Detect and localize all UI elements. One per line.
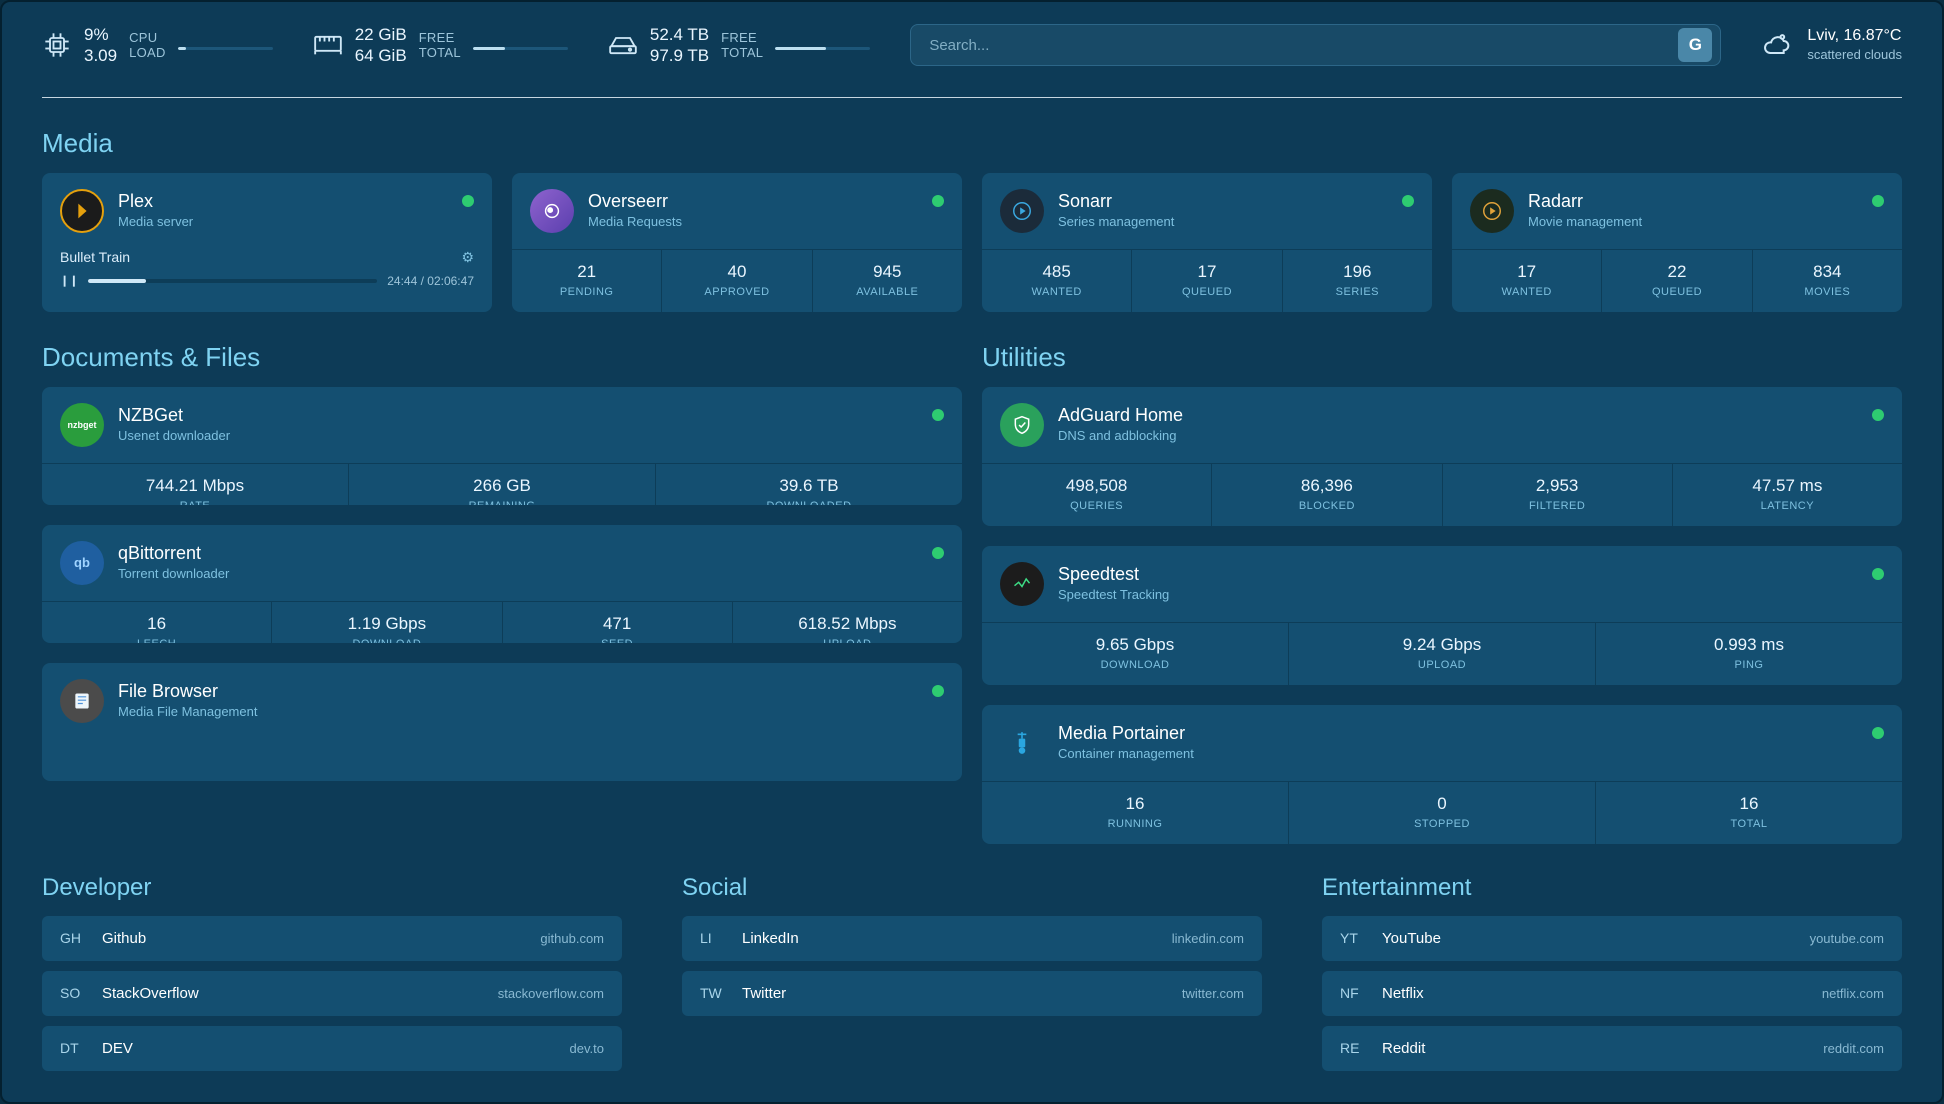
link-youtube[interactable]: YT YouTube youtube.com <box>1322 916 1902 961</box>
overseerr-status-dot <box>932 195 944 207</box>
cpu-percent: 9% <box>84 25 109 44</box>
cpu-icon <box>42 30 72 60</box>
speedtest-status-dot <box>1872 568 1884 580</box>
card-plex[interactable]: Plex Media server Bullet Train ⚙ ❙❙ <box>42 173 492 312</box>
link-reddit[interactable]: RE Reddit reddit.com <box>1322 1026 1902 1071</box>
card-portainer[interactable]: Media Portainer Container management 16 R… <box>982 705 1902 844</box>
link-netflix[interactable]: NF Netflix netflix.com <box>1322 971 1902 1016</box>
overseerr-icon <box>530 189 574 233</box>
card-adguard[interactable]: AdGuard Home DNS and adblocking 498,508 Q… <box>982 387 1902 526</box>
social-column: Social LI LinkedIn linkedin.com TW Twitt… <box>682 874 1262 1081</box>
qbittorrent-status-dot <box>932 547 944 559</box>
nzbget-status-dot <box>932 409 944 421</box>
cpu-load: 3.09 <box>84 46 117 65</box>
plex-progress-bar[interactable] <box>88 279 377 283</box>
plex-now-playing: Bullet Train <box>60 249 130 265</box>
radarr-status-dot <box>1872 195 1884 207</box>
cpu-label: CPU Load <box>129 30 166 60</box>
link-devto[interactable]: DT DEV dev.to <box>42 1026 622 1071</box>
memory-label: Free Total <box>419 30 461 60</box>
card-speedtest[interactable]: Speedtest Speedtest Tracking 9.65 Gbps DO… <box>982 546 1902 685</box>
disk-icon <box>608 30 638 60</box>
adguard-icon <box>1000 403 1044 447</box>
link-stackoverflow[interactable]: SO StackOverflow stackoverflow.com <box>42 971 622 1016</box>
search-bar[interactable]: G <box>910 24 1721 66</box>
documents-utilities-section: Documents & Files nzbget NZBGet Usenet d… <box>42 342 1902 844</box>
memory-bar <box>473 47 568 50</box>
link-linkedin[interactable]: LI LinkedIn linkedin.com <box>682 916 1262 961</box>
disk-bar <box>775 47 870 50</box>
card-nzbget[interactable]: nzbget NZBGet Usenet downloader 744.21 M… <box>42 387 962 505</box>
header-divider <box>42 97 1902 98</box>
plex-pause-icon[interactable]: ❙❙ <box>60 274 78 287</box>
card-radarr[interactable]: Radarr Movie management 17 WANTED 22 QUEUE… <box>1452 173 1902 312</box>
plex-settings-icon[interactable]: ⚙ <box>461 249 474 266</box>
link-twitter[interactable]: TW Twitter twitter.com <box>682 971 1262 1016</box>
memory-stat: 22 GiB 64 GiB Free Total <box>313 24 568 67</box>
entertainment-column: Entertainment YT YouTube youtube.com NF … <box>1322 874 1902 1081</box>
adguard-status-dot <box>1872 409 1884 421</box>
plex-status-dot <box>462 195 474 207</box>
documents-column: Documents & Files nzbget NZBGet Usenet d… <box>42 342 962 844</box>
utilities-column: Utilities AdGuard Home DNS and adblockin… <box>982 342 1902 844</box>
sonarr-icon <box>1000 189 1044 233</box>
plex-icon <box>60 189 104 233</box>
filebrowser-status-dot <box>932 685 944 697</box>
search-input[interactable] <box>929 37 1678 54</box>
cloud-icon <box>1761 29 1793 61</box>
cpu-bar <box>178 47 273 50</box>
card-sonarr[interactable]: Sonarr Series management 485 WANTED 17 QUE… <box>982 173 1432 312</box>
plex-time: 24:44 / 02:06:47 <box>387 274 474 288</box>
disk-label: Free Total <box>721 30 763 60</box>
card-qbittorrent[interactable]: qb qBittorrent Torrent downloader 16LEEC… <box>42 525 962 643</box>
disk-stat: 52.4 TB 97.9 TB Free Total <box>608 24 870 67</box>
radarr-icon <box>1470 189 1514 233</box>
weather-description: scattered clouds <box>1807 47 1902 64</box>
portainer-icon <box>1000 721 1044 765</box>
portainer-status-dot <box>1872 727 1884 739</box>
header-bar: 9% 3.09 CPU Load 22 GiB 64 GiB Free Total <box>2 2 1942 89</box>
media-section-title: Media <box>42 128 1902 159</box>
card-filebrowser[interactable]: File Browser Media File Management <box>42 663 962 781</box>
weather-location-temp: Lviv, 16.87°C <box>1807 26 1902 47</box>
cpu-stat: 9% 3.09 CPU Load <box>42 24 273 67</box>
developer-column: Developer GH Github github.com SO StackO… <box>42 874 622 1081</box>
link-github[interactable]: GH Github github.com <box>42 916 622 961</box>
qbittorrent-icon: qb <box>60 541 104 585</box>
media-row: Plex Media server Bullet Train ⚙ ❙❙ <box>42 173 1902 312</box>
speedtest-icon <box>1000 562 1044 606</box>
card-overseerr[interactable]: Overseerr Media Requests 21 PENDING 40 APP… <box>512 173 962 312</box>
link-groups: Developer GH Github github.com SO StackO… <box>42 874 1902 1081</box>
filebrowser-icon <box>60 679 104 723</box>
search-button[interactable]: G <box>1678 28 1712 62</box>
weather-widget: Lviv, 16.87°C scattered clouds <box>1761 26 1902 64</box>
dashboard-root: 9% 3.09 CPU Load 22 GiB 64 GiB Free Total <box>0 0 1944 1104</box>
nzbget-icon: nzbget <box>60 403 104 447</box>
memory-icon <box>313 30 343 60</box>
sonarr-status-dot <box>1402 195 1414 207</box>
